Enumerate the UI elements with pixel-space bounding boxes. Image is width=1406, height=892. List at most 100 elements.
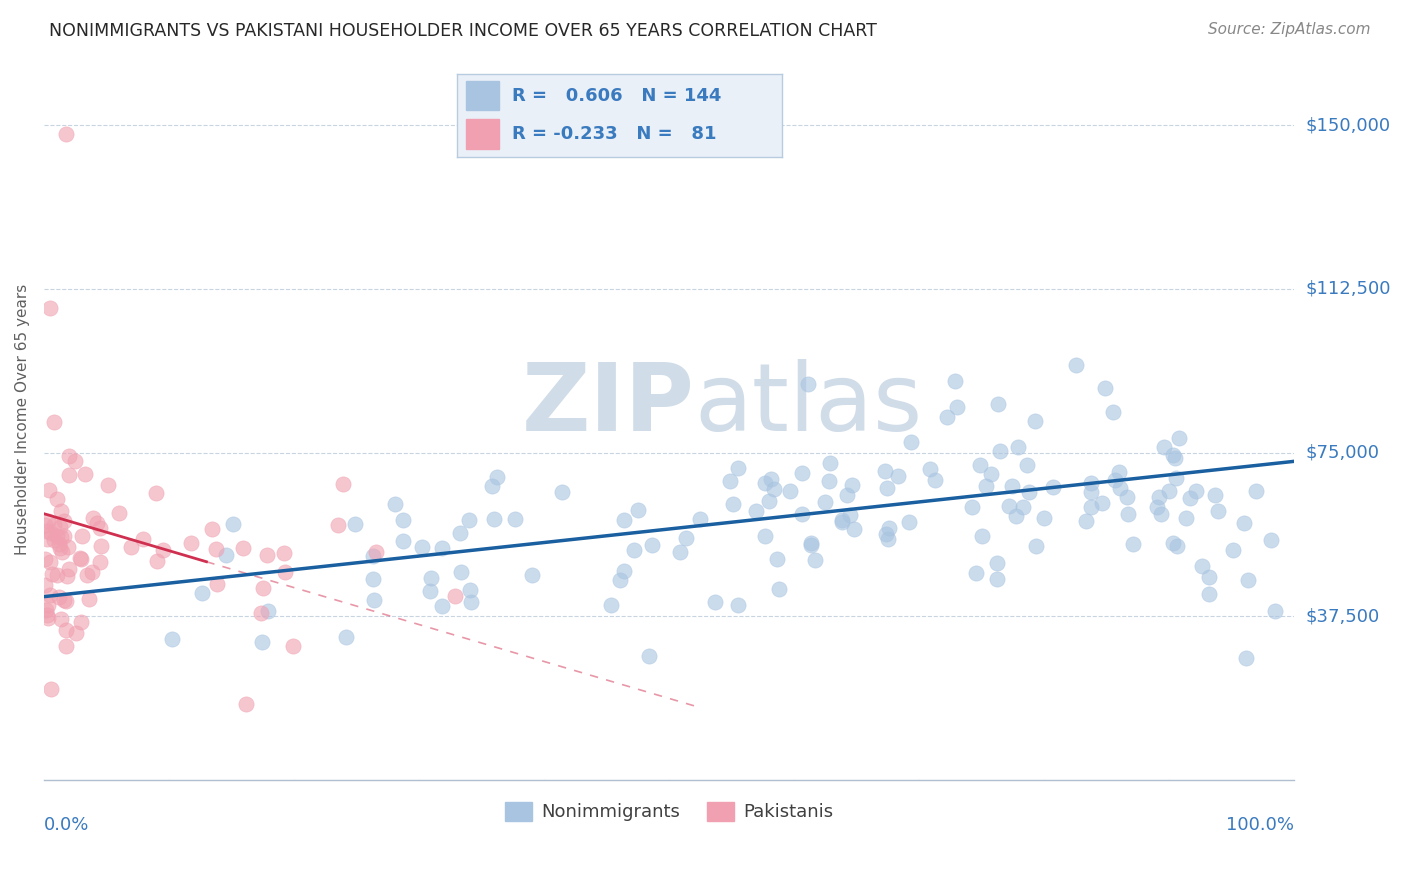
Point: [1222, 542, 1244, 557]
Point: [831, 515, 853, 529]
Point: [252, 635, 274, 649]
Point: [65, 625, 87, 640]
Point: [204, 541, 226, 556]
Point: [1161, 449, 1184, 463]
Point: [53, 528, 76, 542]
Point: [640, 538, 662, 552]
Point: [39, 588, 62, 602]
Text: NONIMMIGRANTS VS PAKISTANI HOUSEHOLDER INCOME OVER 65 YEARS CORRELATION CHART: NONIMMIGRANTS VS PAKISTANI HOUSEHOLDER I…: [49, 22, 877, 40]
Point: [419, 571, 441, 585]
Point: [51, 612, 73, 626]
Point: [37, 514, 59, 528]
Point: [449, 525, 471, 540]
Point: [73, 467, 96, 482]
Point: [252, 581, 274, 595]
Point: [58, 562, 80, 576]
Point: [34, 518, 56, 533]
Point: [1164, 450, 1187, 465]
Point: [754, 476, 776, 491]
Text: atlas: atlas: [695, 359, 922, 451]
Point: [411, 541, 433, 555]
Point: [256, 549, 278, 563]
Point: [803, 553, 825, 567]
Point: [34, 552, 56, 566]
Point: [623, 543, 645, 558]
Point: [759, 472, 782, 486]
Point: [820, 456, 842, 470]
Point: [818, 474, 841, 488]
Point: [613, 564, 636, 578]
Point: [1237, 573, 1260, 587]
Point: [900, 435, 922, 450]
Point: [55, 569, 77, 583]
Point: [550, 484, 572, 499]
Point: [231, 541, 253, 555]
Point: [758, 494, 780, 508]
Point: [1012, 500, 1035, 514]
Point: [201, 522, 224, 536]
Text: 100.0%: 100.0%: [1226, 816, 1295, 834]
Point: [1094, 381, 1116, 395]
Point: [841, 478, 863, 492]
Point: [1025, 539, 1047, 553]
Point: [392, 534, 415, 549]
Point: [86, 516, 108, 531]
Point: [48, 537, 70, 551]
Text: ZIP: ZIP: [522, 359, 695, 451]
Point: [363, 593, 385, 607]
Point: [1146, 500, 1168, 514]
Point: [58, 449, 80, 463]
Point: [986, 556, 1008, 570]
Point: [1147, 490, 1170, 504]
Point: [89, 521, 111, 535]
Point: [1204, 487, 1226, 501]
Y-axis label: Householder Income Over 65 years: Householder Income Over 65 years: [15, 285, 30, 556]
Point: [35, 603, 58, 617]
Point: [965, 566, 987, 580]
Point: [39, 555, 62, 569]
Point: [987, 397, 1010, 411]
Point: [146, 554, 169, 568]
Point: [1017, 458, 1039, 473]
Point: [1198, 587, 1220, 601]
Point: [90, 539, 112, 553]
Point: [1166, 539, 1188, 553]
Point: [35, 524, 58, 539]
Point: [1166, 471, 1188, 485]
Text: 0.0%: 0.0%: [44, 816, 89, 834]
Point: [46, 491, 69, 506]
Point: [727, 598, 749, 612]
Point: [485, 469, 508, 483]
Point: [44, 517, 66, 532]
Point: [39, 301, 62, 316]
Point: [205, 576, 228, 591]
Point: [52, 514, 75, 528]
Point: [160, 632, 183, 647]
Point: [1149, 507, 1171, 521]
Point: [35, 532, 58, 546]
Point: [77, 591, 100, 606]
Point: [145, 486, 167, 500]
Point: [762, 482, 785, 496]
Point: [988, 444, 1011, 458]
Point: [1191, 559, 1213, 574]
Point: [44, 415, 66, 429]
Point: [82, 510, 104, 524]
Point: [69, 550, 91, 565]
Point: [1007, 440, 1029, 454]
Point: [56, 540, 79, 554]
Point: [797, 377, 820, 392]
Point: [1005, 508, 1028, 523]
Point: [1157, 483, 1180, 498]
Point: [38, 483, 60, 497]
Point: [727, 460, 749, 475]
Point: [1033, 511, 1056, 525]
Point: [986, 572, 1008, 586]
Point: [1001, 479, 1024, 493]
Point: [503, 511, 526, 525]
Point: [39, 681, 62, 696]
Point: [689, 512, 711, 526]
Point: [1064, 358, 1087, 372]
Point: [876, 481, 898, 495]
Point: [37, 599, 59, 613]
